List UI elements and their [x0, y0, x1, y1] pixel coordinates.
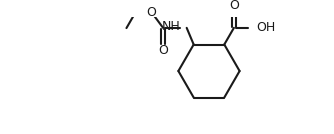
Text: OH: OH — [257, 21, 276, 34]
Text: NH: NH — [162, 20, 181, 33]
Text: O: O — [158, 44, 168, 57]
Text: O: O — [146, 6, 156, 19]
Text: O: O — [229, 0, 239, 12]
